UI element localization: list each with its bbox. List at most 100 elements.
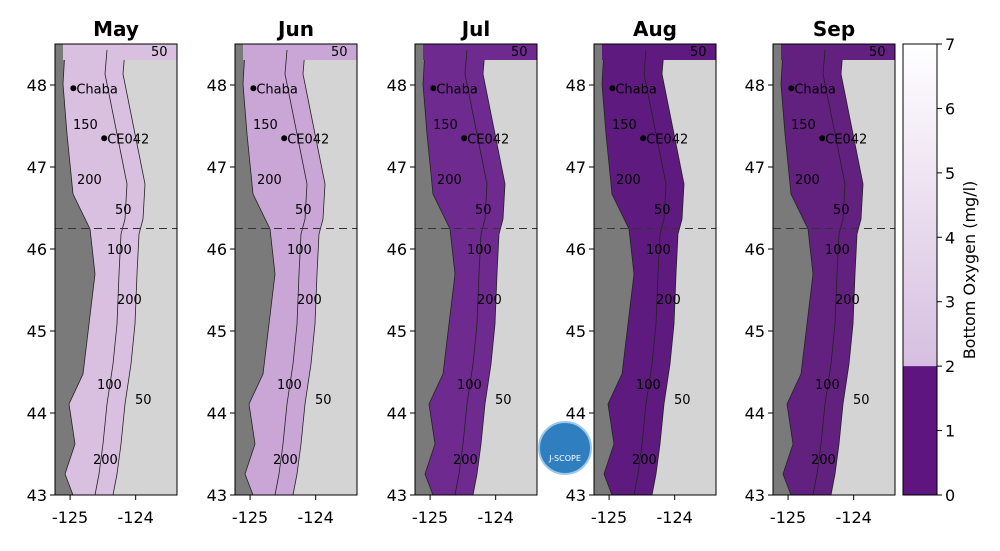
y-tick-label: 46 bbox=[387, 240, 407, 259]
contour-label: 50 bbox=[833, 203, 850, 218]
panel-title: Jun bbox=[276, 17, 314, 41]
frame bbox=[414, 43, 538, 496]
panel-title: Sep bbox=[813, 17, 855, 41]
y-tick-label: 47 bbox=[745, 158, 765, 177]
contour-label: 200 bbox=[453, 453, 478, 468]
frame bbox=[772, 43, 896, 496]
contour-label: 50 bbox=[315, 393, 332, 408]
station bbox=[788, 85, 795, 92]
y-tick-label: 44 bbox=[566, 404, 586, 423]
logo-disc bbox=[538, 421, 592, 475]
colorbar-tick-label: 4 bbox=[945, 228, 955, 247]
contour-label: 200 bbox=[656, 293, 681, 308]
land bbox=[473, 50, 537, 495]
colorbar-tick-label: 0 bbox=[945, 486, 955, 505]
station-label: CE042 bbox=[467, 132, 509, 147]
y-tick-label: 43 bbox=[27, 486, 47, 505]
station-label: CE042 bbox=[646, 132, 688, 147]
y-tick-label: 46 bbox=[207, 240, 227, 259]
station bbox=[640, 135, 647, 142]
y-tick-label: 44 bbox=[207, 404, 227, 423]
panel-title: Jul bbox=[460, 17, 491, 41]
y-tick-label: 45 bbox=[745, 322, 765, 341]
y-tick-label: 44 bbox=[745, 404, 765, 423]
logo-text: J-SCOPE bbox=[548, 454, 581, 463]
x-tick-label: -125 bbox=[232, 508, 268, 527]
frame bbox=[54, 43, 178, 496]
x-tick-label: -124 bbox=[298, 508, 334, 527]
station-label: CE042 bbox=[825, 132, 867, 147]
contour-label: 200 bbox=[437, 173, 462, 188]
contour-label: 100 bbox=[646, 243, 671, 258]
contour-label: 100 bbox=[277, 378, 302, 393]
contour-label: 200 bbox=[93, 453, 118, 468]
contour-label: 100 bbox=[457, 378, 482, 393]
panel-title: May bbox=[93, 17, 139, 41]
x-tick-label: -125 bbox=[770, 508, 806, 527]
contour-label: 50 bbox=[869, 45, 886, 60]
y-tick-label: 43 bbox=[745, 486, 765, 505]
station-label: CE042 bbox=[287, 132, 329, 147]
contour-label: 200 bbox=[477, 293, 502, 308]
contour-label: 50 bbox=[135, 393, 152, 408]
land bbox=[113, 50, 177, 495]
y-tick-label: 45 bbox=[566, 322, 586, 341]
contour-label: 50 bbox=[654, 203, 671, 218]
contour-label: 200 bbox=[257, 173, 282, 188]
y-tick-label: 47 bbox=[27, 158, 47, 177]
station bbox=[281, 135, 288, 142]
y-tick-label: 44 bbox=[387, 404, 407, 423]
station-label: Chaba bbox=[615, 82, 657, 97]
contour-label: 50 bbox=[151, 45, 168, 60]
strait bbox=[63, 44, 177, 60]
contour-label: 100 bbox=[815, 378, 840, 393]
contour bbox=[274, 49, 308, 496]
station bbox=[609, 85, 616, 92]
y-tick-label: 43 bbox=[207, 486, 227, 505]
y-tick-label: 47 bbox=[387, 158, 407, 177]
colorbar-tick-label: 6 bbox=[945, 99, 955, 118]
x-tick-label: -124 bbox=[118, 508, 154, 527]
x-tick-label: -125 bbox=[591, 508, 627, 527]
frame bbox=[593, 43, 717, 496]
contour-label: 150 bbox=[73, 118, 98, 133]
y-tick-label: 48 bbox=[387, 76, 407, 95]
contour-label: 50 bbox=[115, 203, 132, 218]
contour-label: 50 bbox=[674, 393, 691, 408]
colorbar-high bbox=[903, 44, 937, 367]
y-tick-label: 46 bbox=[27, 240, 47, 259]
x-tick-label: -125 bbox=[52, 508, 88, 527]
y-tick-label: 48 bbox=[566, 76, 586, 95]
land bbox=[293, 50, 357, 495]
station bbox=[819, 135, 826, 142]
y-tick-label: 47 bbox=[207, 158, 227, 177]
station bbox=[461, 135, 468, 142]
y-tick-label: 47 bbox=[566, 158, 586, 177]
station-label: Chaba bbox=[436, 82, 478, 97]
contour-label: 50 bbox=[295, 203, 312, 218]
contour-label: 200 bbox=[835, 293, 860, 308]
station bbox=[430, 85, 437, 92]
contour-label: 200 bbox=[117, 293, 142, 308]
contour-label: 150 bbox=[612, 118, 637, 133]
y-tick-label: 45 bbox=[387, 322, 407, 341]
contour-label: 50 bbox=[690, 45, 707, 60]
contour-label: 150 bbox=[253, 118, 278, 133]
contour-label: 50 bbox=[331, 45, 348, 60]
strait bbox=[423, 44, 537, 60]
land bbox=[652, 50, 716, 495]
colorbar-tick-label: 7 bbox=[945, 35, 955, 54]
contour-label: 200 bbox=[77, 173, 102, 188]
contour-label: 100 bbox=[107, 243, 132, 258]
y-tick-label: 46 bbox=[566, 240, 586, 259]
colorbar-label: Bottom Oxygen (mg/l) bbox=[960, 181, 979, 360]
contour-label: 150 bbox=[791, 118, 816, 133]
frame bbox=[234, 43, 358, 496]
contour-label: 200 bbox=[273, 453, 298, 468]
x-tick-label: -124 bbox=[836, 508, 872, 527]
contour-label: 100 bbox=[467, 243, 492, 258]
contour-label: 200 bbox=[795, 173, 820, 188]
colorbar-tick-label: 1 bbox=[945, 422, 955, 441]
y-tick-label: 46 bbox=[745, 240, 765, 259]
y-tick-label: 48 bbox=[207, 76, 227, 95]
